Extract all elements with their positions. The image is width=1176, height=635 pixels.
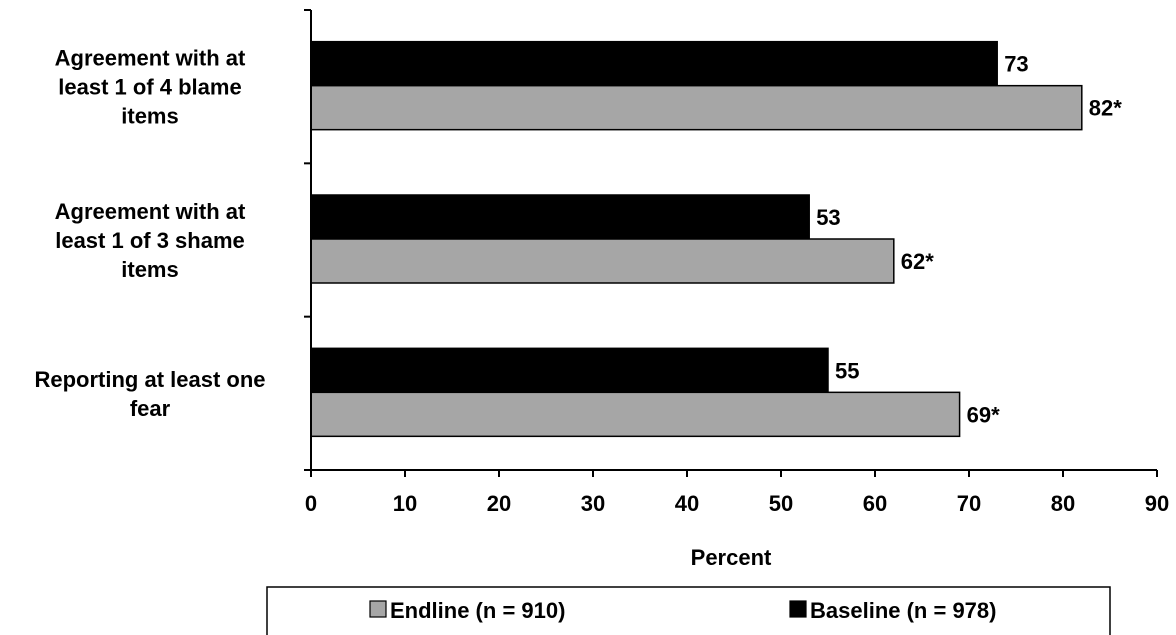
x-tick-label: 30 [581, 491, 605, 516]
x-tick-label: 40 [675, 491, 699, 516]
category-label: Agreement with at [55, 199, 246, 224]
category-label: Reporting at least one [34, 367, 265, 392]
x-axis-title: Percent [691, 545, 772, 570]
x-tick-label: 20 [487, 491, 511, 516]
data-label: 62* [901, 249, 934, 274]
x-tick-label: 70 [957, 491, 981, 516]
category-label: least 1 of 3 shame [55, 228, 245, 253]
category-label: items [121, 104, 178, 129]
category-label: Agreement with at [55, 46, 246, 71]
legend-box [266, 586, 1111, 635]
bar-endline [310, 391, 961, 438]
data-label: 82* [1089, 96, 1122, 121]
legend-swatch [789, 600, 807, 618]
axes [310, 10, 1157, 471]
bar-baseline [310, 40, 998, 87]
category-label: fear [130, 396, 171, 421]
legend: Endline (n = 910) Baseline (n = 978) [266, 586, 1111, 635]
legend-label: Endline (n = 910) [390, 598, 565, 623]
data-label: 69* [967, 402, 1000, 427]
x-tick-label: 60 [863, 491, 887, 516]
bars-layer: 73 82* 53 62* 55 69* [310, 40, 1122, 438]
bar-endline [310, 84, 1083, 131]
x-tick-label: 90 [1145, 491, 1169, 516]
x-tick-label: 80 [1051, 491, 1075, 516]
bar-endline [310, 238, 895, 284]
category-label: least 1 of 4 blame [58, 75, 241, 100]
data-label: 53 [816, 205, 840, 230]
legend-swatch [369, 600, 387, 618]
category-labels: Agreement with at least 1 of 4 blame items… [34, 46, 265, 421]
data-label: 55 [835, 358, 859, 383]
legend-label: Baseline (n = 978) [810, 598, 996, 623]
data-label: 73 [1004, 52, 1028, 77]
x-tick-label: 10 [393, 491, 417, 516]
x-tick-label: 0 [305, 491, 317, 516]
bar-baseline [310, 347, 829, 394]
bar-baseline [310, 194, 810, 240]
x-tick-label: 50 [769, 491, 793, 516]
category-label: items [121, 257, 178, 282]
ticks-layer: 0 10 20 30 40 50 60 70 80 90 [304, 9, 1169, 516]
